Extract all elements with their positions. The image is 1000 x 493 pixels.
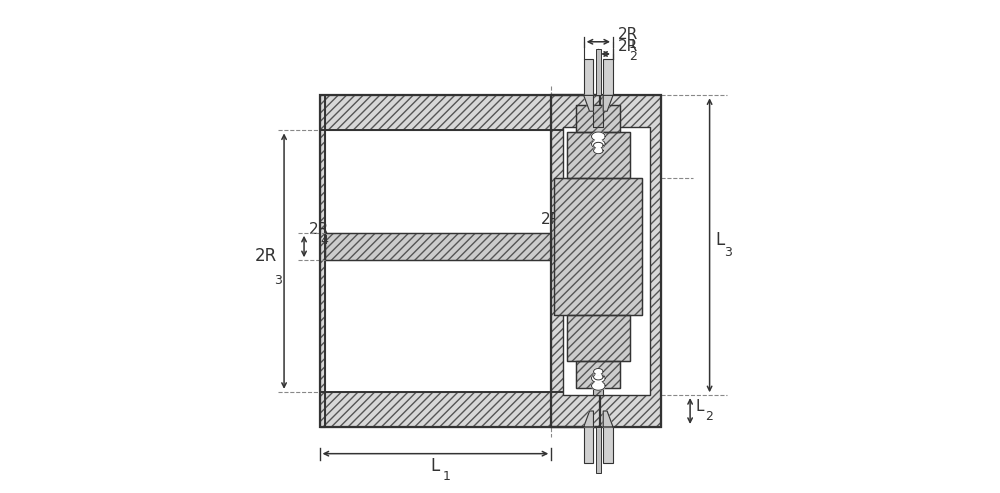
Bar — [603, 59, 613, 95]
Text: 1: 1 — [629, 38, 637, 51]
Text: 4: 4 — [321, 234, 328, 246]
Bar — [593, 105, 603, 127]
Text: 2R: 2R — [541, 212, 561, 227]
Text: 3: 3 — [724, 246, 732, 259]
Polygon shape — [595, 139, 602, 141]
Polygon shape — [584, 95, 593, 111]
Bar — [576, 105, 620, 132]
Bar — [320, 95, 600, 131]
Text: L: L — [696, 399, 704, 414]
Bar — [567, 132, 630, 178]
Bar — [320, 392, 600, 427]
Bar — [576, 361, 620, 388]
Bar — [576, 105, 620, 132]
Bar — [563, 127, 650, 395]
Bar — [584, 59, 593, 95]
Bar — [554, 178, 642, 315]
Polygon shape — [594, 147, 603, 154]
Bar — [320, 95, 600, 427]
Text: L: L — [715, 231, 725, 249]
Text: 2: 2 — [629, 50, 637, 64]
Bar — [596, 49, 601, 95]
Bar — [584, 427, 593, 463]
Bar — [603, 427, 613, 463]
Text: 1: 1 — [442, 470, 450, 483]
Polygon shape — [592, 382, 605, 390]
Bar — [567, 132, 630, 178]
Bar — [554, 178, 642, 315]
Text: 2R: 2R — [618, 39, 638, 54]
Polygon shape — [596, 374, 601, 375]
Polygon shape — [595, 381, 602, 383]
Polygon shape — [603, 95, 613, 111]
Bar — [320, 95, 600, 131]
Polygon shape — [594, 374, 603, 380]
Polygon shape — [592, 140, 605, 148]
Text: 2R: 2R — [618, 27, 638, 42]
Bar — [593, 388, 603, 395]
Polygon shape — [603, 411, 613, 427]
Text: 2: 2 — [705, 410, 713, 423]
Bar — [325, 233, 551, 260]
Text: 5: 5 — [568, 224, 576, 237]
Text: 3: 3 — [274, 274, 282, 287]
Bar — [325, 233, 551, 260]
Bar — [593, 105, 603, 127]
Bar — [320, 95, 325, 427]
Bar — [576, 361, 620, 388]
Polygon shape — [596, 147, 601, 149]
Bar — [551, 95, 661, 427]
Bar — [567, 315, 630, 361]
Bar — [567, 315, 630, 361]
Bar — [596, 427, 601, 473]
Polygon shape — [594, 368, 603, 375]
Text: 2R: 2R — [254, 247, 277, 265]
Polygon shape — [584, 411, 593, 427]
Text: 2R: 2R — [309, 222, 329, 237]
Bar — [551, 95, 661, 427]
Bar — [593, 388, 603, 395]
Polygon shape — [592, 132, 605, 141]
Polygon shape — [592, 374, 605, 383]
Text: L: L — [431, 457, 440, 475]
Polygon shape — [594, 142, 603, 148]
Bar — [320, 392, 600, 427]
Bar — [320, 95, 325, 427]
